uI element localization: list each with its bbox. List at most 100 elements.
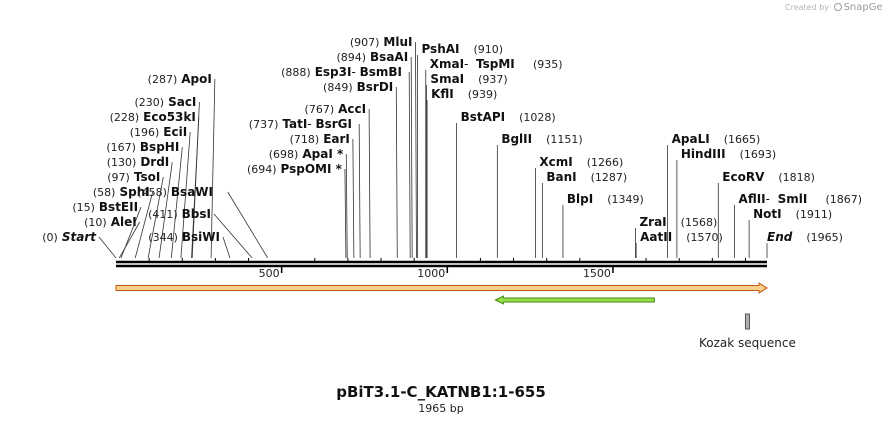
site-ecii: (196) EciI	[130, 125, 191, 259]
site-position: (1568)	[681, 216, 718, 229]
site-position: (97)	[107, 171, 130, 184]
credit-brand: SnapGene	[843, 2, 882, 13]
site-drdi: (130) DrdI	[107, 155, 173, 259]
site-position: (937)	[478, 73, 508, 86]
site-separator: -	[307, 117, 311, 131]
site-acci: (767) AccI	[305, 102, 371, 259]
site-apali: ApaLI (1665)	[667, 132, 761, 258]
site-name: ApoI	[181, 72, 212, 86]
site-name: End	[767, 230, 793, 244]
site-alt-name: BsmBI	[360, 65, 402, 79]
site-connector	[358, 123, 361, 259]
site-position: (694)	[247, 163, 277, 176]
snapgene-logo-icon	[833, 3, 842, 11]
site-position: (1867)	[826, 193, 863, 206]
site-connector	[180, 131, 191, 259]
site-connector	[395, 86, 398, 259]
site-name: DrdI	[140, 155, 169, 169]
scale-tick-label: 1500	[583, 267, 611, 280]
scale-tick-label: 1000	[417, 267, 445, 280]
site-position: (1818)	[778, 171, 815, 184]
scale-tick-label: 500	[259, 267, 280, 280]
site-xmai: XmaI - TspMI (935)	[425, 57, 563, 258]
site-mlui: (907) MluI	[350, 35, 417, 259]
site-bsphi: (167) BspHI	[106, 140, 183, 259]
site-connector	[408, 71, 411, 259]
map-subtitle: 1965 bp	[418, 402, 464, 415]
site-name: SmaI	[430, 72, 464, 86]
site-name: Eco53kI	[143, 110, 196, 124]
site-position: (130)	[107, 156, 137, 169]
site-position: (1028)	[519, 111, 556, 124]
site-name: BsaWI	[171, 185, 213, 199]
site-name: XmaI	[430, 57, 464, 71]
site-connector	[118, 221, 141, 259]
site-name: NotI	[753, 207, 782, 221]
site-tati: (737) TatI - BsrGI	[249, 117, 361, 259]
site-position: (196)	[130, 126, 160, 139]
site-connector	[415, 41, 417, 259]
site-connector	[227, 191, 269, 259]
site-position: (767)	[305, 103, 335, 116]
site-position: (1693)	[740, 148, 777, 161]
site-name: BspHI	[140, 140, 179, 154]
site-name: ApaLI	[672, 132, 710, 146]
site-name: PshAI	[421, 42, 459, 56]
site-position: (230)	[134, 96, 164, 109]
site-start: (0) Start	[42, 230, 117, 259]
site-bsteii: (15) BstEII	[72, 200, 142, 259]
site-kfli: KflI (939)	[426, 87, 497, 258]
site-position: (411)	[148, 208, 178, 221]
site-name: MluI	[383, 35, 412, 49]
site-bsaai: (894) BsaAI	[336, 50, 413, 259]
site-name: AflII	[739, 192, 766, 206]
site-name: BsiWI	[182, 230, 220, 244]
site-connector	[368, 108, 371, 259]
site-alei: (10) AleI	[84, 215, 141, 259]
site-position: (1965)	[806, 231, 843, 244]
site-separator: -	[351, 65, 355, 79]
site-eari: (718) EarI	[290, 132, 355, 259]
site-apoi: (287) ApoI	[148, 72, 216, 259]
site-tsoi: (97) TsoI	[107, 170, 164, 259]
site-connector	[222, 236, 231, 259]
site-sphi: (58) SphI	[93, 185, 154, 259]
site-pspomi: (694) PspOMI *	[247, 162, 347, 259]
site-position: (1151)	[546, 133, 583, 146]
site-position: (458)	[137, 186, 167, 199]
site-connector	[98, 236, 117, 259]
site-name: AleI	[111, 215, 137, 229]
site-name: TatI	[282, 117, 307, 131]
site-position: (167)	[106, 141, 136, 154]
site-connector	[345, 153, 348, 259]
site-connector	[191, 101, 200, 259]
site-saci: (230) SacI	[134, 95, 200, 259]
site-position: (1570)	[686, 231, 723, 244]
site-position: (1665)	[724, 133, 761, 146]
site-aatii: AatII (1570)	[635, 230, 723, 258]
site-position: (849)	[323, 81, 353, 94]
site-position: (15)	[72, 201, 95, 214]
site-connector	[120, 206, 142, 259]
site-name: AccI	[338, 102, 366, 116]
site-name: ZraI	[639, 215, 666, 229]
site-noti: NotI (1911)	[748, 207, 832, 258]
site-connector	[344, 168, 347, 259]
site-position: (1349)	[607, 193, 644, 206]
site-smai: SmaI (937)	[426, 72, 508, 258]
site-hindiii: HindIII (1693)	[676, 147, 777, 258]
site-alt-name: TspMI	[476, 57, 515, 71]
site-ecorv: EcoRV (1818)	[717, 170, 815, 258]
site-apai: (698) ApaI *	[269, 147, 348, 259]
site-connector	[147, 176, 164, 259]
site-connector	[134, 191, 154, 259]
site-position: (910)	[474, 43, 504, 56]
site-blpi: BlpI (1349)	[562, 192, 644, 258]
site-position: (907)	[350, 36, 380, 49]
site-name: ApaI *	[302, 147, 344, 161]
site-name: XcmI	[539, 155, 572, 169]
site-name: BsaAI	[370, 50, 408, 64]
site-separator: -	[464, 57, 468, 71]
